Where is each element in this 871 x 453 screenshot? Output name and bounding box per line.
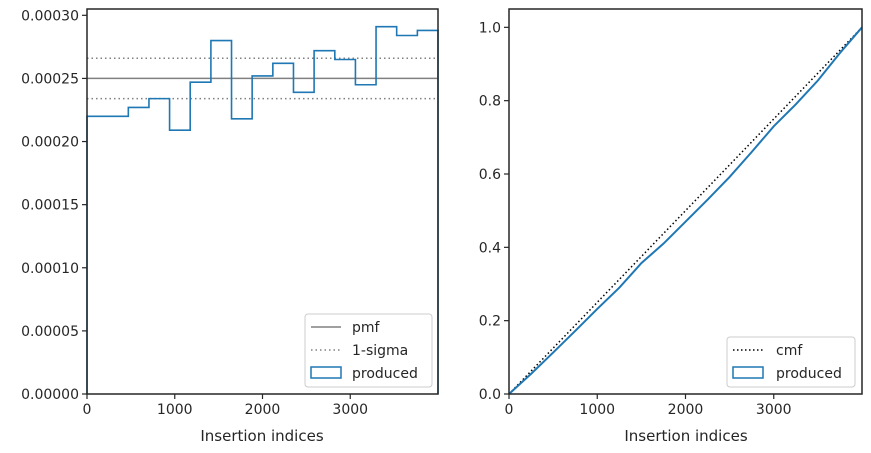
legend-produced-swatch	[310, 366, 342, 379]
left-x-tick-label: 1000	[157, 402, 193, 418]
right-y-tick-label: 0.0	[479, 387, 501, 403]
cmf-axis-ticks: 0 1000 2000 3000 0.0 0.2 0.4 0.6 0.8 1.0	[479, 20, 792, 418]
legend-cdf-produced-label: produced	[776, 366, 842, 382]
pmf-axis-ticks: 0 1000 2000 3000 0.00000 0.00005 0.00010 0.0001…	[21, 8, 368, 418]
left-x-axis-label: Insertion indices	[200, 427, 323, 445]
right-x-tick-label: 2000	[668, 402, 704, 418]
right-axes-frame	[508, 8, 863, 395]
cmf-panel: 0 1000 2000 3000 0.0 0.2 0.4 0.6 0.8 1.0 Insertio…	[479, 8, 863, 445]
left-x-tick-label: 0	[83, 402, 92, 418]
pmf-histogram-panel: 0 1000 2000 3000 0.00000 0.00005 0.00010 0.0001…	[21, 8, 439, 445]
right-y-tick-label: 0.8	[479, 94, 501, 110]
cmf-line	[508, 26, 863, 395]
legend-produced-label: produced	[352, 366, 418, 382]
right-y-tick-label: 0.2	[479, 314, 501, 330]
produced-histogram	[86, 25, 439, 394]
legend-cmf-label: cmf	[776, 343, 803, 359]
legend-cdf-produced-swatch	[732, 366, 764, 379]
left-y-tick-label: 0.00030	[21, 8, 79, 24]
left-x-tick-label: 2000	[245, 402, 281, 418]
left-y-tick-label: 0.00015	[21, 198, 79, 214]
right-y-tick-label: 1.0	[479, 20, 501, 36]
right-y-tick-label: 0.4	[479, 240, 501, 256]
left-y-tick-label: 0.00020	[21, 135, 79, 151]
left-legend: pmf 1-sigma produced	[304, 313, 433, 388]
left-x-tick-label: 3000	[332, 402, 368, 418]
right-x-tick-label: 1000	[579, 402, 615, 418]
left-y-tick-label: 0.00000	[21, 387, 79, 403]
legend-sigma-label: 1-sigma	[352, 343, 408, 359]
right-legend: cmf produced	[726, 336, 856, 388]
produced-cumulative-line	[508, 26, 863, 395]
left-y-tick-label: 0.00025	[21, 71, 79, 87]
right-y-tick-label: 0.6	[479, 167, 501, 183]
right-x-tick-label: 0	[505, 402, 514, 418]
right-x-tick-label: 3000	[756, 402, 792, 418]
right-x-axis-label: Insertion indices	[624, 427, 747, 445]
legend-pmf-label: pmf	[352, 320, 381, 336]
cmf-plot-area	[508, 8, 863, 395]
left-y-tick-label: 0.00005	[21, 324, 79, 340]
left-y-tick-label: 0.00010	[21, 261, 79, 277]
